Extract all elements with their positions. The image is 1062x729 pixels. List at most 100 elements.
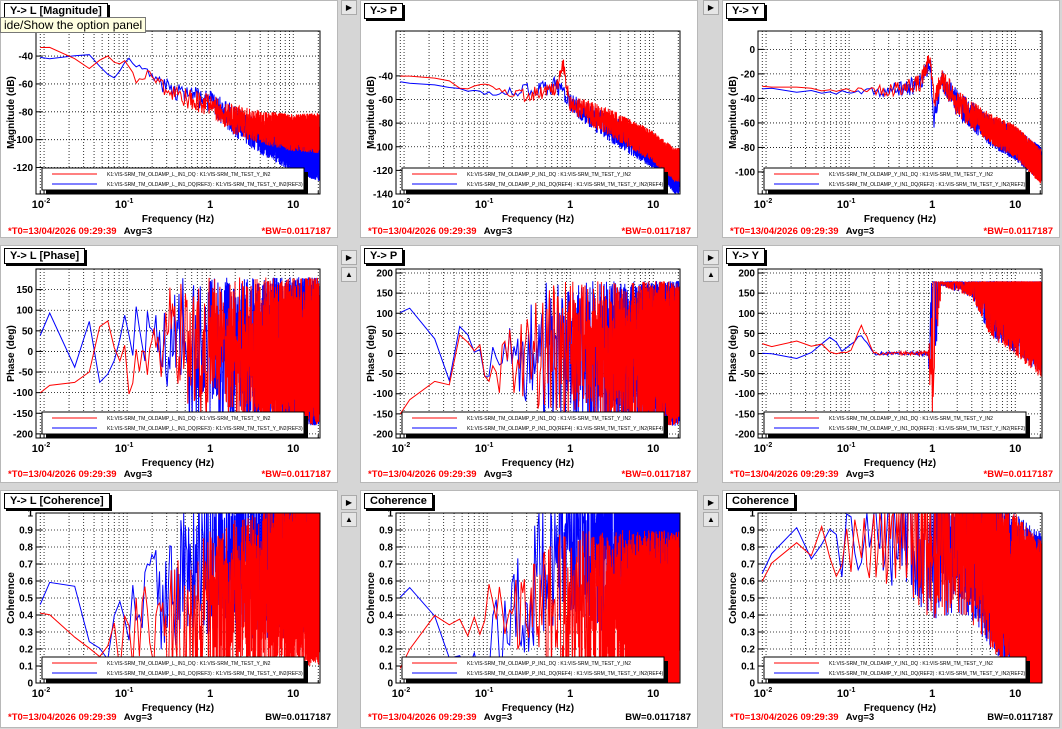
t0-timestamp: *T0=13/04/2026 09:29:39 — [730, 712, 839, 723]
y-tick-label: -150 — [13, 409, 33, 420]
plot-title[interactable]: Coherence — [726, 493, 795, 509]
plot-title[interactable]: Y-> L [Magnitude] — [4, 3, 108, 19]
y-tick-label: 0.3 — [379, 628, 393, 639]
y-tick-label: 0.2 — [19, 645, 33, 656]
x-tick-label: 10-2 — [754, 442, 773, 455]
y-tick-label: 0.1 — [379, 662, 393, 673]
y-tick-label: 0 — [27, 347, 33, 358]
option-panel-tooltip: ide/Show the option panel — [0, 17, 147, 33]
current-series-line — [40, 46, 320, 154]
t0-timestamp: *T0=13/04/2026 09:29:39 — [368, 469, 477, 480]
y-tick-label: -200 — [13, 429, 33, 440]
show-options-button[interactable]: ▶ — [341, 250, 357, 265]
x-tick-label: 10 — [287, 199, 299, 211]
y-tick-label: 0.1 — [19, 662, 33, 673]
y-tick-label: 0.5 — [19, 594, 33, 605]
x-tick-label: 10-2 — [754, 687, 773, 700]
y-tick-label: 0.6 — [19, 577, 33, 588]
x-tick-label: 10-2 — [32, 198, 51, 211]
y-tick-label: -100 — [373, 389, 393, 400]
x-tick-label: 10 — [1009, 688, 1021, 700]
x-tick-label: 1 — [567, 688, 573, 700]
show-options-button[interactable]: ▶ — [703, 0, 719, 15]
plot-title[interactable]: Y-> L [Phase] — [4, 248, 86, 264]
plot-canvas: -100 -80 -60 -40 -20 0 10-2 10-1 1 10 Frequency (H… — [728, 30, 1053, 237]
plot-panel-2-2[interactable]: -200 -150 -100 -50 0 50 100 150 200 10-2 10-1 1 10 Fr… — [360, 245, 698, 483]
plot-canvas: -140 -120 -100 -80 -60 -40 10-2 10-1 1 10 Frequenc… — [366, 30, 691, 237]
plot-title[interactable]: Y-> L [Coherence] — [4, 493, 110, 509]
plot-panel-2-3[interactable]: -200 -150 -100 -50 0 50 100 150 200 10-2 10-1 1 10 Fr… — [722, 245, 1060, 483]
plot-title[interactable]: Coherence — [364, 493, 433, 509]
plot-panel-2-1[interactable]: -200 -150 -100 -50 0 50 100 150 10-2 10-1 1 10 Frequ… — [0, 245, 338, 483]
x-axis-label: Frequency (Hz) — [502, 458, 574, 469]
show-options-button[interactable]: ▶ — [703, 495, 719, 510]
x-tick-label: 10-2 — [32, 442, 51, 455]
plot-panel-3-2[interactable]: 0 0.1 0.2 0.3 0.4 0.5 0.6 0.7 0.8 0.9 1 10-2 10-1 1 10… — [360, 490, 698, 728]
y-tick-label: -80 — [19, 107, 34, 118]
y-tick-label: 0.8 — [741, 543, 755, 554]
y-tick-label: -150 — [735, 409, 755, 420]
y-tick-label: -60 — [19, 79, 34, 90]
collapse-arrow-button[interactable]: ▲ — [703, 267, 719, 282]
y-tick-label: 0.9 — [19, 526, 33, 537]
legend-entry: K1:VIS-SRM_TM_OLDAMP_P_IN1_DQ(REF4) : K1… — [467, 671, 663, 677]
y-tick-label: -40 — [19, 52, 34, 63]
legend-entry: K1:VIS-SRM_TM_OLDAMP_P_IN1_DQ : K1:VIS-S… — [467, 172, 631, 178]
plot-canvas: 0 0.1 0.2 0.3 0.4 0.5 0.6 0.7 0.8 0.9 1 10-2 10-1 1 10… — [366, 509, 691, 724]
bandwidth-value: *BW=0.0117187 — [622, 469, 691, 480]
x-tick-label: 10-2 — [32, 687, 51, 700]
y-tick-label: 50 — [744, 329, 756, 340]
x-tick-label: 10 — [287, 443, 299, 455]
legend: K1:VIS-SRM_TM_OLDAMP_P_IN1_DQ : K1:VIS-S… — [401, 167, 668, 194]
y-tick-label: 0.1 — [741, 662, 755, 673]
y-axis-label: Phase (deg) — [6, 325, 17, 382]
x-tick-label: 10-1 — [475, 442, 494, 455]
x-tick-label: 1 — [929, 688, 935, 700]
y-axis-label: Coherence — [6, 572, 17, 624]
bandwidth-value: BW=0.0117187 — [265, 712, 331, 723]
y-tick-label: 100 — [738, 309, 755, 320]
legend: K1:VIS-SRM_TM_OLDAMP_Y_IN1_DQ : K1:VIS-S… — [763, 656, 1030, 683]
collapse-arrow-button[interactable]: ▲ — [341, 512, 357, 527]
y-tick-label: 0.5 — [379, 594, 393, 605]
plot-panel-3-3[interactable]: 0 0.1 0.2 0.3 0.4 0.5 0.6 0.7 0.8 0.9 1 10-2 10-1 1 10… — [722, 490, 1060, 728]
y-tick-label: -60 — [741, 118, 756, 129]
plot-title[interactable]: Y-> Y — [726, 248, 766, 264]
y-tick-label: 0.7 — [741, 560, 755, 571]
plot-panel-1-2[interactable]: -140 -120 -100 -80 -60 -40 10-2 10-1 1 10 Frequenc… — [360, 0, 698, 238]
t0-timestamp: *T0=13/04/2026 09:29:39 — [368, 712, 477, 723]
t0-timestamp: *T0=13/04/2026 09:29:39 — [730, 469, 839, 480]
y-tick-label: 1 — [749, 509, 755, 520]
average-count: Avg=3 — [124, 712, 152, 723]
y-tick-label: -20 — [741, 69, 756, 80]
show-options-button[interactable]: ▶ — [341, 0, 357, 15]
collapse-arrow-button[interactable]: ▲ — [703, 512, 719, 527]
y-axis-label: Coherence — [728, 572, 739, 624]
plot-panel-1-3[interactable]: -100 -80 -60 -40 -20 0 10-2 10-1 1 10 Frequency (H… — [722, 0, 1060, 238]
plot-panel-1-1[interactable]: -120 -100 -80 -60 -40 10-2 10-1 1 10 Frequency (H… — [0, 0, 338, 238]
x-axis-label: Frequency (Hz) — [864, 458, 936, 469]
current-series-line — [762, 280, 1042, 417]
show-options-button[interactable]: ▶ — [341, 495, 357, 510]
x-axis-label: Frequency (Hz) — [864, 703, 936, 714]
y-tick-label: 0.7 — [19, 560, 33, 571]
y-tick-label: -60 — [379, 95, 394, 106]
y-tick-label: 0.3 — [19, 628, 33, 639]
legend: K1:VIS-SRM_TM_OLDAMP_Y_IN1_DQ : K1:VIS-S… — [763, 411, 1030, 438]
legend-entry: K1:VIS-SRM_TM_OLDAMP_Y_IN1_DQ(REF2) : K1… — [829, 671, 1025, 677]
x-axis-label: Frequency (Hz) — [502, 703, 574, 714]
plot-title[interactable]: Y-> Y — [726, 3, 766, 19]
legend-entry: K1:VIS-SRM_TM_OLDAMP_L_IN1_DQ(REF3) : K1… — [107, 671, 303, 677]
show-options-button[interactable]: ▶ — [703, 250, 719, 265]
plot-title[interactable]: Y-> P — [364, 248, 404, 264]
legend-entry: K1:VIS-SRM_TM_OLDAMP_Y_IN1_DQ(REF2) : K1… — [829, 182, 1025, 188]
plot-canvas: -120 -100 -80 -60 -40 10-2 10-1 1 10 Frequency (H… — [6, 30, 331, 237]
current-series-line — [39, 277, 320, 426]
plot-panel-3-1[interactable]: 0 0.1 0.2 0.3 0.4 0.5 0.6 0.7 0.8 0.9 1 10-2 10-1 1 10… — [0, 490, 338, 728]
plot-title[interactable]: Y-> P — [364, 3, 404, 19]
y-tick-label: 200 — [738, 269, 755, 280]
legend-entry: K1:VIS-SRM_TM_OLDAMP_P_IN1_DQ : K1:VIS-S… — [467, 661, 631, 667]
collapse-arrow-button[interactable]: ▲ — [341, 267, 357, 282]
y-tick-label: -50 — [741, 369, 756, 380]
legend-entry: K1:VIS-SRM_TM_OLDAMP_Y_IN1_DQ(REF2) : K1… — [829, 426, 1025, 432]
